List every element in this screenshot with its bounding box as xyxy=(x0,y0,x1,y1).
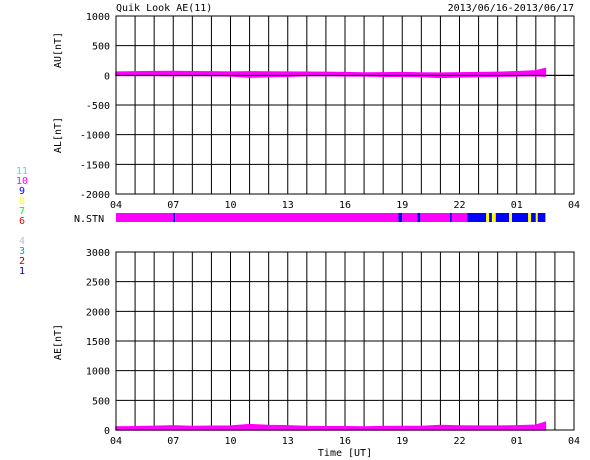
station-count-strip xyxy=(116,213,546,222)
station-segment-9 xyxy=(495,213,510,222)
legend-entry-7: 7 xyxy=(19,206,25,217)
y-tick-label: -500 xyxy=(86,101,110,112)
date-range: 2013/06/16-2013/06/17 xyxy=(448,3,574,14)
station-segment-8 xyxy=(486,213,490,222)
x-tick-label: 19 xyxy=(396,200,408,211)
series-0-area xyxy=(115,421,547,431)
legend-entry-5: 5 xyxy=(19,226,25,237)
x-tick-label: 01 xyxy=(511,436,523,447)
legend-entry-10: 10 xyxy=(16,176,28,187)
station-segment-10 xyxy=(420,213,450,222)
au-axis-label: AU[nT] xyxy=(53,32,64,68)
station-segment-8 xyxy=(509,213,512,222)
x-tick-label: 13 xyxy=(282,200,294,211)
station-segment-9 xyxy=(173,213,176,222)
ae-axis-label: AE[nT] xyxy=(53,324,64,360)
y-tick-label: 1000 xyxy=(86,12,110,23)
plot-frame xyxy=(115,251,575,431)
y-tick-label: 500 xyxy=(92,396,110,407)
x-axis-label: Time [UT] xyxy=(318,448,372,459)
legend-entry-6: 6 xyxy=(19,216,25,227)
x-tick-label: 16 xyxy=(339,200,351,211)
x-tick-label: 22 xyxy=(453,200,465,211)
x-tick-label: 04 xyxy=(110,436,122,447)
x-tick-label: 04 xyxy=(110,200,122,211)
y-tick-label: 2000 xyxy=(86,307,110,318)
station-segment-9 xyxy=(537,213,546,222)
station-segment-9 xyxy=(449,213,452,222)
legend-entry-2: 2 xyxy=(19,256,25,267)
series-0-area xyxy=(115,67,547,77)
legend-entry-11: 11 xyxy=(16,166,28,177)
station-segment-9 xyxy=(531,213,536,222)
legend-entry-8: 8 xyxy=(19,196,25,207)
station-segment-9 xyxy=(511,213,529,222)
x-tick-label: 01 xyxy=(511,200,523,211)
x-tick-label: 22 xyxy=(453,436,465,447)
station-segment-8 xyxy=(491,213,496,222)
y-tick-label: 1500 xyxy=(86,337,110,348)
station-segment-9 xyxy=(467,213,487,222)
x-tick-label: 16 xyxy=(339,436,351,447)
x-tick-label: 19 xyxy=(396,436,408,447)
x-tick-label: 13 xyxy=(282,436,294,447)
x-tick-label: 10 xyxy=(224,200,236,211)
station-count-label: N.STN xyxy=(74,214,104,225)
y-tick-label: 0 xyxy=(104,426,110,437)
y-tick-label: 2500 xyxy=(86,278,110,289)
station-segment-9 xyxy=(398,213,403,222)
y-tick-label: -1000 xyxy=(80,131,110,142)
plot-frame xyxy=(115,15,575,195)
x-tick-label: 10 xyxy=(224,436,236,447)
y-tick-label: 0 xyxy=(104,71,110,82)
station-segment-10 xyxy=(116,213,174,222)
x-tick-label: 04 xyxy=(568,436,580,447)
station-segment-8 xyxy=(528,213,532,222)
x-tick-label: 07 xyxy=(167,200,179,211)
x-tick-label: 04 xyxy=(568,200,580,211)
station-segment-10 xyxy=(175,213,399,222)
station-segment-9 xyxy=(489,213,492,222)
al-axis-label: AL[nT] xyxy=(53,117,64,153)
legend-entry-9: 9 xyxy=(19,186,25,197)
legend-entry-1: 1 xyxy=(19,266,25,277)
legend-entry-3: 3 xyxy=(19,246,25,257)
y-tick-label: 500 xyxy=(92,42,110,53)
legend-entry-4: 4 xyxy=(19,236,25,247)
station-segment-10 xyxy=(451,213,468,222)
station-segment-9 xyxy=(417,213,421,222)
y-tick-label: -1500 xyxy=(80,160,110,171)
x-tick-label: 07 xyxy=(167,436,179,447)
y-tick-label: -2000 xyxy=(80,190,110,201)
y-tick-label: 3000 xyxy=(86,248,110,259)
y-tick-label: 1000 xyxy=(86,367,110,378)
station-segment-8 xyxy=(535,213,538,222)
station-segment-10 xyxy=(402,213,418,222)
chart-title: Quik Look AE(11) xyxy=(116,3,212,14)
